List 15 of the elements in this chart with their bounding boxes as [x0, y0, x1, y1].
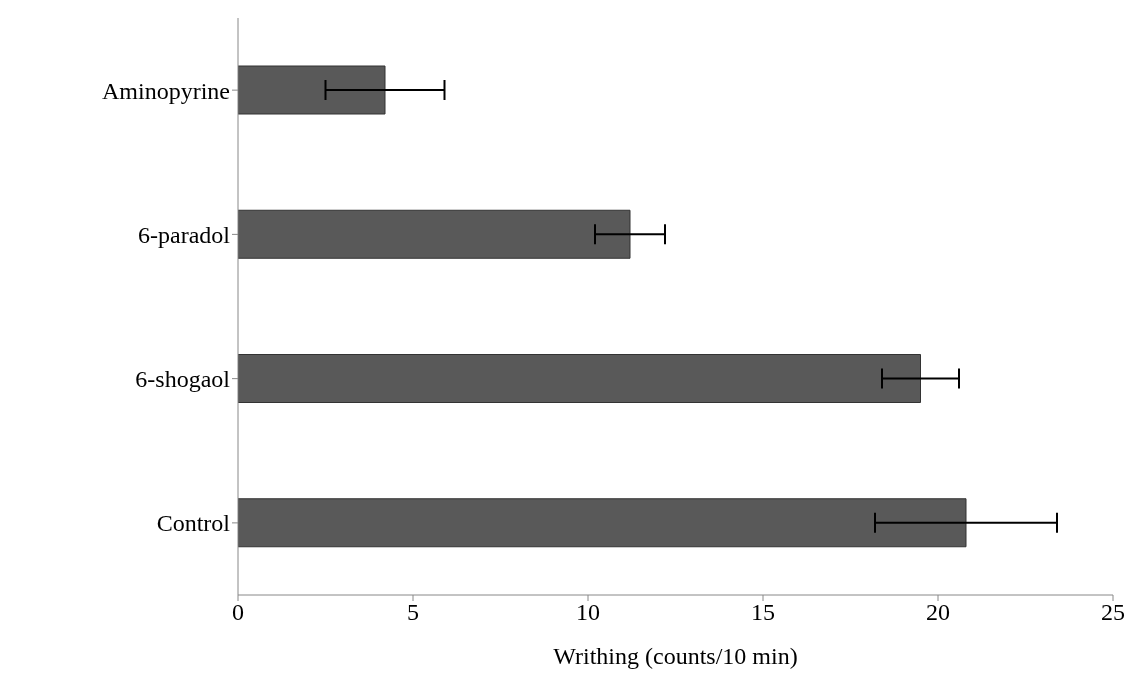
bar	[238, 65, 386, 115]
x-tick-label: 15	[751, 599, 775, 626]
x-tick-label: 10	[576, 599, 600, 626]
x-axis-title: Writhing (counts/10 min)	[552, 643, 799, 670]
y-tick-label: Control	[156, 510, 231, 537]
y-tick-label: 6-paradol	[138, 221, 231, 248]
bar	[238, 498, 967, 548]
x-tick-label: 20	[926, 599, 950, 626]
x-tick-label: 0	[232, 599, 244, 626]
x-tick-label: 25	[1101, 599, 1125, 626]
y-tick-label: 6-shogaol	[135, 366, 231, 393]
bar	[238, 209, 631, 259]
bar	[238, 354, 921, 403]
y-tick-label: Aminopyrine	[102, 77, 230, 104]
x-tick-label: 5	[407, 599, 419, 626]
